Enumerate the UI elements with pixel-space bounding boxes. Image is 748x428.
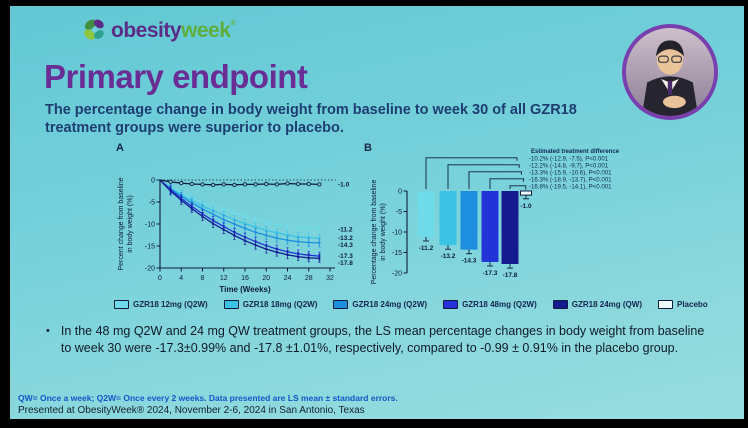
svg-text:28: 28 [305,275,313,282]
svg-text:-17.8: -17.8 [338,260,353,267]
legend-label-24mg-qw: GZR18 24mg (QW) [571,300,642,309]
svg-text:4: 4 [179,275,183,282]
legend-item-gzr18-24mg-q2w: GZR18 24mg (Q2W) [333,300,427,309]
svg-text:Estimated treatment difference: Estimated treatment difference [531,149,620,155]
svg-text:8: 8 [201,275,205,282]
legend-item-gzr18-12mg-q2w: GZR18 12mg (Q2W) [114,300,208,309]
svg-text:-11.2: -11.2 [338,226,353,233]
svg-text:-20: -20 [392,270,402,277]
svg-text:0: 0 [398,188,402,195]
legend-label-48mg: GZR18 48mg (Q2W) [462,300,537,309]
legend-label-24mg-q2w: GZR18 24mg (Q2W) [352,300,428,309]
svg-text:0: 0 [158,275,162,282]
svg-text:Percentage change from baselin: Percentage change from baseline [371,180,378,285]
legend-swatch-24mg-qw [552,300,568,309]
svg-text:-17.3: -17.3 [338,253,353,260]
bullet-marker: • [46,325,50,337]
svg-text:-16.3% (-18.9, -13.7), P<0.001: -16.3% (-18.9, -13.7), P<0.001 [529,177,612,184]
svg-text:-11.2: -11.2 [419,245,434,252]
legend-item-gzr18-24mg-qw: GZR18 24mg (QW) [552,300,642,309]
svg-text:-16.8% (-19.5, -14.1), P<0.001: -16.8% (-19.5, -14.1), P<0.001 [529,184,612,191]
logo-text: obesityweek® [111,18,236,42]
svg-text:-12.2% (-14.8, -9.7), P<0.001: -12.2% (-14.8, -9.7), P<0.001 [529,163,609,170]
svg-text:32: 32 [326,275,334,282]
bullet-text: In the 48 mg Q2W and 24 mg QW treatment … [60,324,705,355]
svg-text:-15: -15 [145,243,155,250]
slide-subtitle: The percentage change in body weight fro… [45,102,577,136]
svg-text:-13.2: -13.2 [441,253,456,260]
legend-swatch-placebo [657,300,673,309]
svg-text:16: 16 [241,275,249,282]
legend-label-placebo: Placebo [676,300,708,309]
svg-text:20: 20 [262,275,270,282]
chart-b-bars: 0 -5 -10 -15 -20 Percentage change from basel… [368,145,742,299]
logo-word-obesity: obesity [111,18,182,42]
legend-item-gzr18-18mg-q2w: GZR18 18mg (Q2W) [223,300,318,309]
legend-label-12mg: GZR18 12mg (Q2W) [133,300,208,309]
legend-item-placebo: Placebo [657,300,708,309]
footer-abbreviations-note: QW= Once a week; Q2W= Once every 2 weeks… [18,393,398,403]
slide: obesityweek® Primary endpoint The percen… [10,6,744,419]
chart-legend: GZR18 12mg (Q2W) GZR18 18mg (Q2W) GZR18 … [114,300,708,309]
svg-text:24: 24 [284,275,292,282]
svg-text:12: 12 [220,275,228,282]
svg-text:-17.8: -17.8 [503,272,518,279]
legend-swatch-24mg-q2w [333,300,349,309]
svg-text:-10: -10 [145,221,155,228]
svg-text:-14.3: -14.3 [462,258,477,265]
svg-text:in body weight (%): in body weight (%) [380,203,387,261]
chart-b-svg: 0 -5 -10 -15 -20 Percentage change from basel… [371,149,620,285]
svg-text:-1.0: -1.0 [338,181,350,188]
legend-swatch-48mg [443,300,459,309]
logo-registered-mark: ® [230,19,236,27]
panel-label-b: B [364,142,372,154]
legend-item-gzr18-48mg-q2w: GZR18 48mg (Q2W) [443,300,537,309]
chart-a-line: 0 -5 -10 -15 -20 0 4 8 12 16 20 24 28 32 Time (Weeks) P… [114,150,380,300]
svg-text:-17.3: -17.3 [483,270,498,277]
svg-text:-13.2: -13.2 [338,235,353,242]
svg-text:Percent change from baseline: Percent change from baseline [118,177,125,270]
legend-swatch-18mg [223,300,239,309]
panel-label-a: A [116,142,124,154]
key-result-bullet: • In the 48 mg Q2W and 24 mg QW treatmen… [46,323,714,357]
svg-text:-10: -10 [392,229,402,236]
svg-text:-1.0: -1.0 [520,203,532,210]
svg-text:-5: -5 [396,209,402,216]
svg-text:in body weight (%): in body weight (%) [127,195,134,253]
svg-text:-14.3: -14.3 [338,242,353,249]
logo-word-week: week [181,18,231,42]
legend-label-18mg: GZR18 18mg (Q2W) [242,300,318,309]
svg-text:-10.2% (-12.9, -7.5), P<0.001: -10.2% (-12.9, -7.5), P<0.001 [529,156,609,163]
speaker-photo [622,24,718,120]
svg-text:-5: -5 [149,199,155,206]
obesityweek-logo: obesityweek® [82,17,236,43]
legend-swatch-12mg [114,300,129,309]
svg-text:-15: -15 [392,250,402,257]
svg-text:Time (Weeks): Time (Weeks) [219,285,271,294]
obesityweek-logo-icon [82,17,108,43]
svg-text:0: 0 [151,177,155,184]
svg-text:-13.3% (-15.9, -10.6), P<0.001: -13.3% (-15.9, -10.6), P<0.001 [529,170,612,177]
page-title: Primary endpoint [44,58,308,95]
svg-text:-20: -20 [145,265,155,272]
footer-presented-at: Presented at ObesityWeek® 2024, November… [18,405,365,416]
